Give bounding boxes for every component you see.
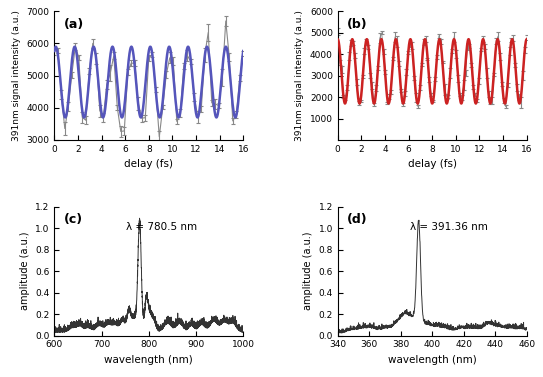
X-axis label: delay (fs): delay (fs) [408, 159, 457, 169]
X-axis label: delay (fs): delay (fs) [124, 159, 173, 169]
Text: (c): (c) [64, 213, 83, 226]
Text: λ = 391.36 nm: λ = 391.36 nm [409, 222, 488, 232]
Text: λ = 780.5 nm: λ = 780.5 nm [126, 222, 197, 232]
X-axis label: wavelength (nm): wavelength (nm) [388, 355, 477, 365]
Text: (b): (b) [347, 18, 368, 31]
Y-axis label: amplitude (a.u.): amplitude (a.u.) [20, 232, 29, 310]
Text: (a): (a) [64, 18, 84, 31]
Y-axis label: 391nm signal intensity (a.u.): 391nm signal intensity (a.u.) [295, 10, 304, 141]
X-axis label: wavelength (nm): wavelength (nm) [104, 355, 193, 365]
Text: (d): (d) [347, 213, 368, 226]
Y-axis label: 391nm signal intensity (a.u.): 391nm signal intensity (a.u.) [12, 10, 21, 141]
Y-axis label: amplitude (a.u.): amplitude (a.u.) [303, 232, 313, 310]
